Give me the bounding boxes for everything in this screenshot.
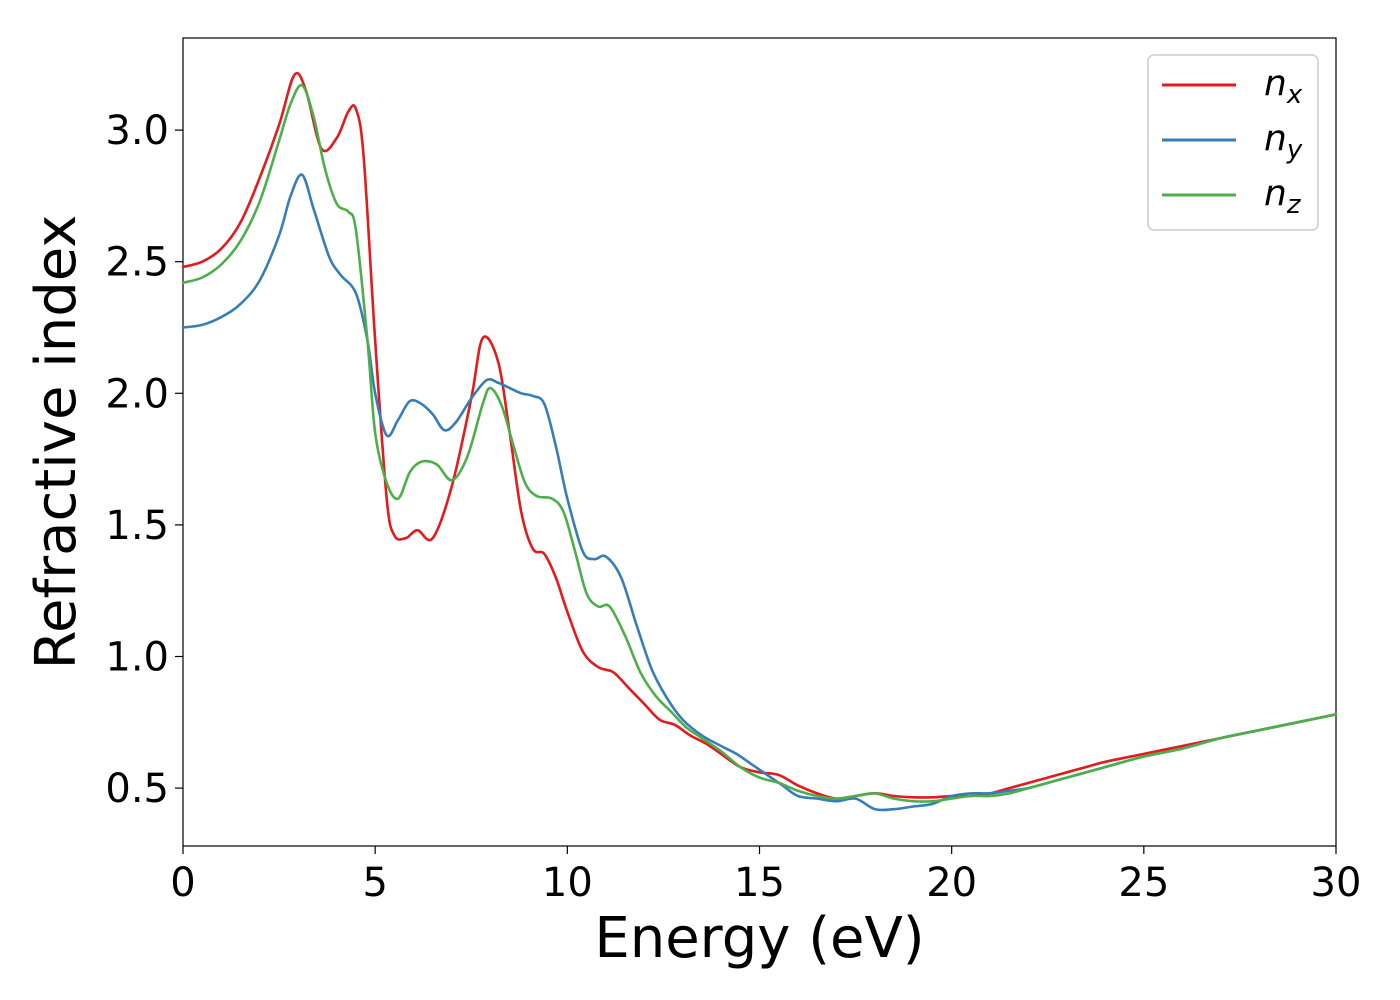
x-axis-ticks: 0 5 10 15 20 25 30: [170, 846, 1361, 906]
x-tick-label: 25: [1118, 860, 1169, 906]
x-tick-label: 30: [1311, 860, 1362, 906]
legend-label-ny: ny: [1264, 118, 1303, 165]
x-tick-label: 10: [542, 860, 593, 906]
x-tick-label: 5: [362, 860, 387, 906]
legend-label-nz: nz: [1264, 173, 1302, 220]
x-tick-label: 20: [926, 860, 977, 906]
x-axis-title: Energy (eV): [594, 906, 924, 971]
series-line-nx: [181, 71, 1338, 800]
legend-label-main: n: [1264, 118, 1287, 159]
legend-label-subscript: y: [1286, 135, 1303, 165]
x-tick-label: 15: [734, 860, 785, 906]
series-line-nz: [181, 83, 1338, 803]
y-tick-label: 1.0: [105, 635, 169, 681]
y-axis-title: Refractive index: [24, 215, 89, 670]
y-axis-ticks: 0.5 1.0 1.5 2.0 2.5 3.0: [105, 108, 183, 812]
series-line-ny: [181, 173, 1338, 812]
legend-box: [1147, 54, 1319, 231]
y-tick-label: 1.5: [105, 503, 169, 549]
legend-label-subscript: z: [1286, 190, 1302, 220]
legend-label-main: n: [1264, 63, 1287, 104]
y-tick-label: 3.0: [105, 108, 169, 154]
legend-label-main: n: [1264, 173, 1287, 214]
series-layer: [181, 71, 1338, 812]
legend-label-subscript: x: [1286, 80, 1303, 110]
y-tick-label: 2.5: [105, 240, 169, 286]
y-tick-label: 2.0: [105, 371, 169, 417]
x-tick-label: 0: [170, 860, 195, 906]
legend-label-nx: nx: [1264, 63, 1303, 110]
y-tick-label: 0.5: [105, 766, 169, 812]
